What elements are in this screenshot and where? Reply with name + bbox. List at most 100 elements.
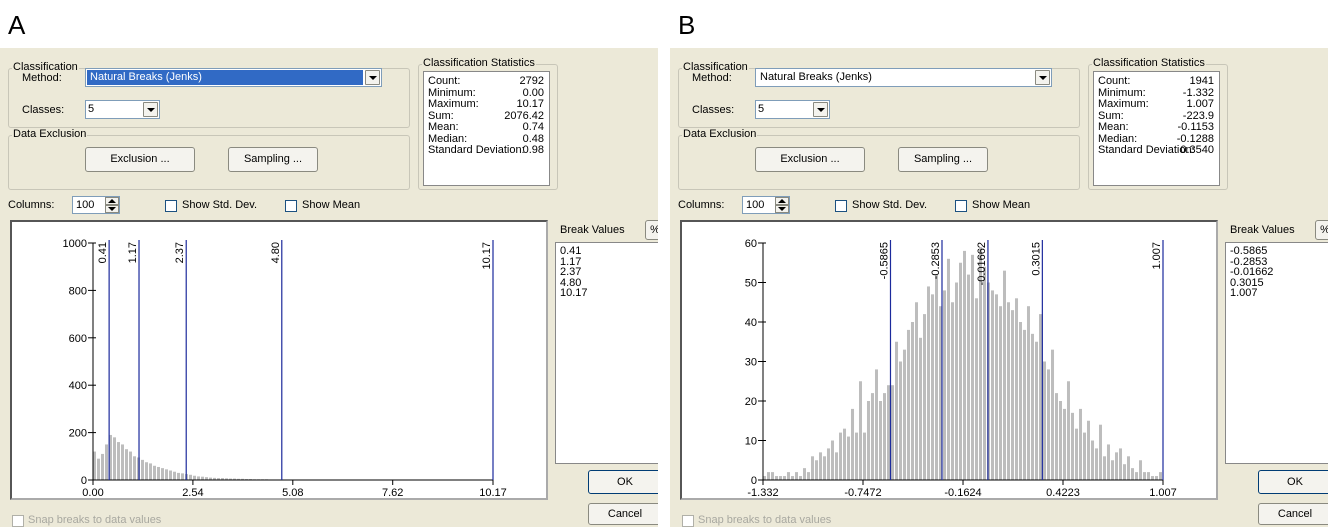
group-title: Data Exclusion <box>12 128 88 140</box>
std-dev-checkbox[interactable] <box>165 200 177 212</box>
bar <box>105 444 108 480</box>
bar <box>1087 420 1091 480</box>
bar <box>1135 472 1139 480</box>
columns-value: 100 <box>76 199 95 211</box>
sampling-button[interactable]: Sampling ... <box>228 147 318 172</box>
bar <box>1131 468 1135 480</box>
bar <box>895 341 899 480</box>
bar <box>209 477 212 480</box>
bar <box>177 472 180 480</box>
bar <box>241 478 244 480</box>
bar <box>181 473 184 480</box>
break-value-item: 4.80 <box>560 276 582 289</box>
stat-value: 0.00 <box>522 86 544 99</box>
bar <box>1055 393 1059 480</box>
method-dropdown[interactable]: Natural Breaks (Jenks) <box>755 68 1052 87</box>
bar <box>1030 333 1034 480</box>
bar <box>1074 428 1078 480</box>
stat-value: 2076.42 <box>504 109 544 122</box>
spin-button[interactable] <box>105 197 119 205</box>
bar <box>1150 476 1154 480</box>
bar <box>834 452 838 480</box>
mean-checkbox[interactable] <box>285 200 297 212</box>
cancel-button[interactable]: Cancel <box>1258 503 1328 525</box>
y-tick-label: 30 <box>745 357 757 369</box>
classes-label: Classes: <box>692 104 735 116</box>
y-tick-label: 200 <box>69 428 87 440</box>
bar <box>1038 314 1042 480</box>
bar <box>910 322 914 480</box>
chart-frame <box>10 220 548 500</box>
percent-button[interactable]: % <box>645 220 658 240</box>
stat-name: Minimum: <box>1098 86 1146 99</box>
bar <box>851 408 855 480</box>
snap-checkbox[interactable] <box>12 515 24 527</box>
spin-button[interactable] <box>775 205 789 213</box>
bar <box>1110 460 1114 480</box>
exclusion-button[interactable]: Exclusion ... <box>85 147 195 172</box>
bar <box>847 436 851 480</box>
spin-button[interactable] <box>105 205 119 213</box>
break-label: 4.80 <box>270 242 282 263</box>
method-dropdown[interactable]: Natural Breaks (Jenks) <box>85 68 382 87</box>
bar <box>843 428 847 480</box>
bar <box>994 294 998 480</box>
stat-value: 0.48 <box>522 132 544 145</box>
stat-value: 0.74 <box>522 121 544 133</box>
columns-spinner[interactable]: 100 <box>72 196 120 214</box>
classes-dropdown[interactable]: 5 <box>755 100 830 119</box>
stat-name: Median: <box>1098 132 1138 145</box>
classes-dropdown[interactable]: 5 <box>85 100 160 119</box>
bar <box>189 474 192 480</box>
bar <box>121 444 124 480</box>
y-tick-label: 1000 <box>63 238 87 250</box>
y-tick-label: 0 <box>81 475 87 487</box>
std-dev-checkbox[interactable] <box>835 200 847 212</box>
dropdown-button[interactable] <box>365 70 380 85</box>
ok-button[interactable]: OK <box>588 470 658 494</box>
bar <box>1003 270 1007 480</box>
columns-spinner[interactable]: 100 <box>742 196 790 214</box>
method-value: Natural Breaks (Jenks) <box>757 70 1033 85</box>
bar <box>113 437 116 480</box>
stat-name: Mean: <box>428 121 459 133</box>
break-value-item: -0.2853 <box>1230 255 1268 268</box>
sampling-button[interactable]: Sampling ... <box>898 147 988 172</box>
dropdown-button[interactable] <box>1035 70 1050 85</box>
group-title: Classification Statistics <box>422 57 536 69</box>
bar <box>862 432 866 480</box>
bar <box>1015 298 1019 480</box>
break-values-list: 0.41 1.17 2.37 4.80 10.17 <box>555 242 658 464</box>
arrow-icon <box>1039 76 1047 80</box>
method-label: Method: <box>692 72 732 84</box>
y-tick-label: 800 <box>69 285 87 297</box>
ok-button[interactable]: OK <box>1258 470 1328 494</box>
stats-box: Count: 1941 Minimum: -1.332 Maximum: 1.007 Sum… <box>1093 71 1220 186</box>
exclusion-button[interactable]: Exclusion ... <box>755 147 865 172</box>
bar <box>958 262 962 480</box>
bar <box>1059 401 1062 480</box>
classes-value: 5 <box>758 103 765 115</box>
spin-button[interactable] <box>775 197 789 205</box>
stats-box: Count: 2792 Minimum: 0.00 Maximum: 10.17 Sum: 2… <box>423 71 550 186</box>
snap-checkbox[interactable] <box>682 515 694 527</box>
percent-button[interactable]: % <box>1315 220 1328 240</box>
mean-checkbox[interactable] <box>955 200 967 212</box>
bar <box>798 476 802 480</box>
histogram: 0 10 20 30 40 50 60 -1.332 -0.7472 -0.1624 0.4223 1… <box>745 238 1177 499</box>
cancel-button[interactable]: Cancel <box>588 503 658 525</box>
stat-name: Minimum: <box>428 86 476 99</box>
stat-value: -0.1153 <box>1177 121 1215 133</box>
bar <box>1106 444 1110 480</box>
bar <box>935 274 939 480</box>
break-value-item: -0.01662 <box>1230 266 1274 278</box>
bar <box>1095 448 1099 480</box>
columns-value: 100 <box>746 199 765 211</box>
break-value-item: 1.007 <box>1230 287 1258 299</box>
dropdown-button[interactable] <box>143 102 158 117</box>
bar <box>165 469 168 480</box>
mean-label: Show Mean <box>302 199 361 211</box>
columns-label: Columns: <box>8 199 55 211</box>
group-title: Classification Statistics <box>1092 57 1206 69</box>
dropdown-button[interactable] <box>813 102 828 117</box>
